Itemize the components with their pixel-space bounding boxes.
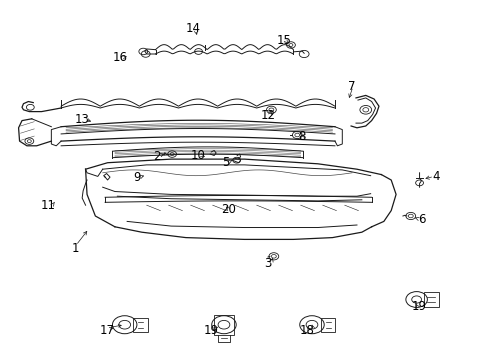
Text: 7: 7 — [347, 80, 355, 93]
Text: 1: 1 — [72, 242, 80, 255]
Text: 13: 13 — [75, 113, 89, 126]
Text: 19: 19 — [203, 324, 218, 337]
Text: 8: 8 — [298, 130, 305, 143]
Text: 15: 15 — [277, 34, 291, 47]
Text: 19: 19 — [411, 300, 426, 313]
Text: 9: 9 — [133, 171, 141, 184]
Text: 16: 16 — [112, 51, 127, 64]
Text: 3: 3 — [264, 257, 271, 270]
Text: 6: 6 — [417, 213, 425, 226]
Text: 11: 11 — [41, 199, 55, 212]
Text: 18: 18 — [299, 324, 314, 337]
Text: 10: 10 — [190, 149, 205, 162]
Text: 12: 12 — [260, 109, 275, 122]
Text: 4: 4 — [431, 170, 439, 183]
Text: 14: 14 — [185, 22, 200, 35]
Text: 2: 2 — [152, 150, 160, 163]
Text: 5: 5 — [222, 156, 229, 169]
Text: 17: 17 — [100, 324, 115, 337]
Text: 20: 20 — [221, 203, 236, 216]
